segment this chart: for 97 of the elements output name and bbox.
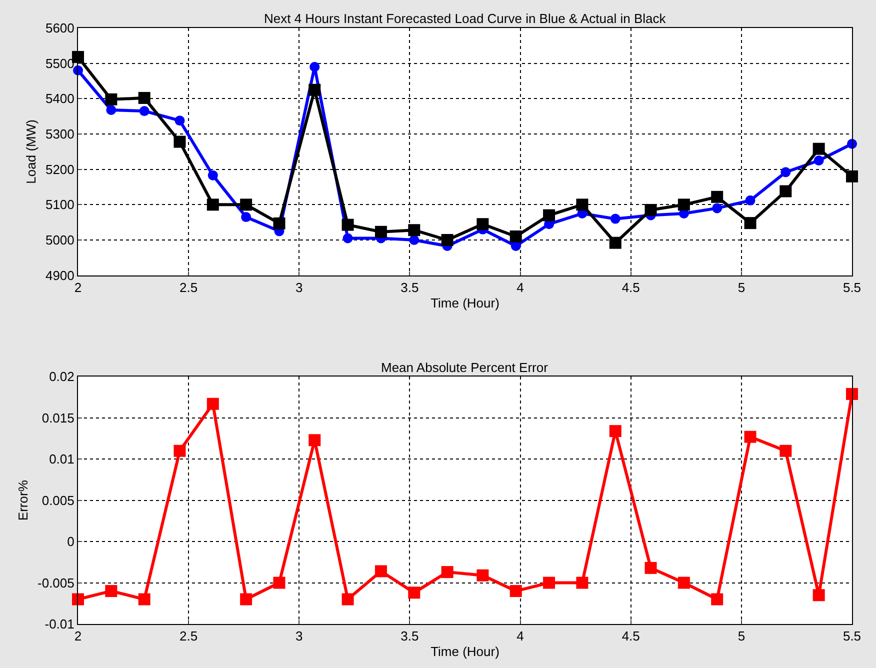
- point: [678, 198, 690, 211]
- point: [609, 425, 622, 438]
- point: [174, 116, 185, 126]
- y-tick-label: 5600: [45, 20, 74, 36]
- point: [342, 593, 354, 606]
- x-tick-label: 5: [738, 280, 746, 295]
- y-tick-label: -0.005: [38, 575, 74, 590]
- point: [374, 226, 387, 238]
- x-tick-label: 4: [516, 280, 524, 295]
- x-axis-title: Time (Hour): [430, 644, 500, 660]
- point: [812, 589, 825, 602]
- point: [644, 562, 657, 574]
- point: [273, 576, 286, 589]
- y-tick-label: 5100: [45, 197, 74, 212]
- x-tick-label: 4: [516, 628, 524, 644]
- x-tick-label: 4.5: [622, 280, 640, 295]
- point: [174, 136, 186, 148]
- point: [206, 198, 219, 211]
- x-tick-label: 2.5: [180, 628, 198, 644]
- point: [342, 218, 354, 231]
- point: [476, 218, 489, 230]
- point: [744, 217, 756, 230]
- y-tick-label: 5000: [45, 232, 74, 248]
- y-tick-label: 4900: [45, 268, 74, 283]
- point: [408, 224, 420, 236]
- point: [678, 576, 690, 589]
- point: [240, 198, 252, 211]
- y-tick-label: 0.01: [49, 452, 74, 467]
- y-tick-label: -0.01: [44, 616, 74, 632]
- point: [510, 230, 522, 242]
- y-tick-label: 5500: [45, 56, 74, 71]
- x-tick-label: 2: [74, 628, 82, 644]
- point: [310, 62, 320, 72]
- y-tick-label: 5200: [45, 162, 74, 177]
- y-tick-label: 5300: [45, 126, 74, 142]
- point: [510, 585, 522, 598]
- y-tick-label: 0: [67, 534, 74, 550]
- point: [780, 185, 792, 198]
- point: [846, 388, 858, 400]
- x-tick-label: 4.5: [622, 628, 640, 644]
- point: [409, 235, 420, 246]
- point: [711, 190, 724, 203]
- x-tick-label: 3: [296, 280, 303, 295]
- y-axis-title: Error%: [15, 480, 30, 521]
- point: [744, 430, 756, 443]
- x-tick-label: 2: [74, 280, 82, 295]
- point: [308, 84, 321, 96]
- point: [105, 93, 118, 106]
- point: [206, 398, 219, 410]
- point: [374, 565, 387, 578]
- point: [441, 566, 454, 578]
- point: [711, 593, 724, 606]
- y-tick-label: 0.005: [42, 492, 74, 508]
- y-axis-title: Load (MW): [23, 120, 38, 184]
- point: [241, 212, 252, 222]
- point: [72, 593, 84, 606]
- y-tick-label: 5400: [45, 91, 74, 106]
- x-tick-label: 5: [738, 628, 746, 644]
- point: [543, 209, 556, 222]
- point: [780, 167, 791, 178]
- point: [106, 104, 116, 115]
- x-axis-title: Time (Hour): [430, 296, 500, 311]
- point: [138, 92, 150, 104]
- point: [609, 236, 622, 249]
- point: [644, 204, 657, 216]
- chart-title: Mean Absolute Percent Error: [381, 360, 549, 375]
- point: [812, 142, 825, 155]
- point: [174, 444, 186, 457]
- point: [240, 593, 252, 606]
- x-tick-label: 3.5: [400, 280, 419, 295]
- point: [543, 576, 556, 589]
- point: [576, 198, 588, 211]
- point: [441, 234, 454, 246]
- point: [610, 214, 620, 224]
- x-tick-label: 3.5: [400, 628, 419, 644]
- point: [576, 576, 588, 589]
- point: [745, 195, 756, 206]
- point: [273, 217, 286, 230]
- point: [780, 444, 792, 457]
- x-tick-label: 5.5: [842, 628, 862, 644]
- x-tick-label: 2.5: [180, 280, 198, 295]
- point: [138, 593, 150, 606]
- point: [476, 569, 489, 582]
- point: [139, 106, 150, 116]
- y-tick-label: 0.015: [42, 410, 74, 426]
- point: [342, 233, 353, 244]
- point: [814, 156, 824, 166]
- point: [408, 586, 420, 599]
- y-tick-label: 0.02: [49, 369, 74, 384]
- point: [712, 203, 722, 214]
- point: [105, 585, 118, 598]
- x-tick-label: 5.5: [842, 280, 862, 295]
- chart-title: Next 4 Hours Instant Forecasted Load Curve in Blue & Actual in Black: [264, 11, 666, 26]
- point: [308, 434, 321, 446]
- x-tick-label: 3: [296, 628, 303, 644]
- point: [846, 170, 858, 182]
- point: [208, 170, 218, 180]
